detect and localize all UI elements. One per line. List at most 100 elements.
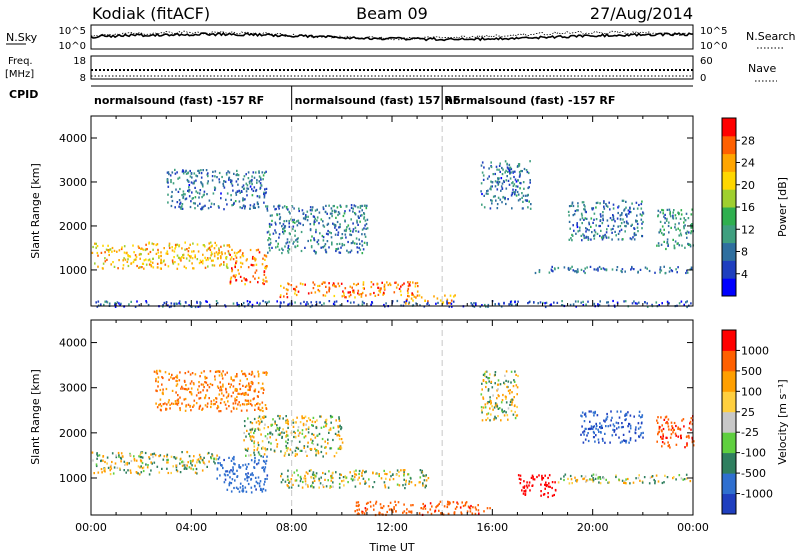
data-cell (296, 416, 298, 419)
data-cell (192, 405, 194, 408)
data-cell (167, 471, 170, 475)
data-cell (218, 247, 220, 250)
data-cell (396, 299, 399, 303)
data-cell (516, 405, 518, 409)
data-cell (222, 383, 224, 386)
data-cell (585, 236, 587, 239)
data-cell (595, 424, 598, 427)
data-cell (405, 480, 407, 484)
data-cell (305, 471, 308, 474)
data-cell (584, 412, 587, 415)
data-cell (126, 461, 129, 465)
data-cell (501, 166, 503, 170)
data-cell (609, 217, 612, 220)
data-cell (496, 405, 499, 408)
data-cell (176, 376, 179, 379)
data-cell (133, 459, 136, 462)
data-cell (634, 302, 637, 305)
data-cell (500, 419, 502, 422)
data-cell (258, 453, 261, 456)
data-cell (267, 230, 270, 233)
data-cell (225, 172, 228, 175)
data-cell (341, 236, 344, 239)
data-cell (670, 226, 672, 229)
data-cell (572, 303, 575, 306)
data-cell (630, 238, 633, 241)
data-cell (618, 416, 621, 419)
data-cell (269, 241, 272, 244)
data-cell (635, 220, 637, 223)
data-cell (359, 206, 362, 209)
data-cell (641, 235, 644, 238)
data-cell (198, 405, 201, 408)
data-cell (586, 266, 588, 269)
data-cell (403, 282, 405, 285)
data-cell (294, 479, 297, 482)
data-cell (294, 431, 296, 435)
data-cell (278, 207, 280, 210)
data-cell (624, 439, 626, 442)
data-cell (487, 388, 490, 391)
data-cell (200, 182, 203, 185)
data-cell (234, 264, 236, 267)
data-cell (598, 481, 600, 484)
data-cell (138, 455, 140, 458)
data-cell (590, 410, 592, 413)
data-cell (199, 303, 202, 306)
data-cell (196, 300, 198, 303)
data-cell (304, 246, 306, 249)
data-cell (322, 246, 324, 249)
data-cell (344, 210, 346, 213)
data-cell (613, 429, 616, 432)
data-cell (553, 301, 555, 304)
data-cell (345, 236, 347, 239)
data-cell (576, 224, 578, 227)
data-cell (217, 370, 220, 373)
cpid-label: CPID (9, 88, 38, 101)
data-cell (176, 380, 178, 383)
data-cell (314, 220, 316, 223)
data-cell (554, 488, 557, 492)
data-cell (662, 209, 665, 212)
data-cell (400, 469, 402, 472)
data-cell (209, 248, 212, 251)
data-cell (538, 270, 541, 274)
data-cell (585, 227, 587, 230)
data-cell (591, 207, 593, 210)
data-cell (662, 435, 664, 438)
data-cell (102, 267, 104, 270)
data-cell (227, 250, 230, 253)
data-cell (623, 208, 626, 211)
data-cell (214, 170, 217, 173)
data-cell (591, 427, 594, 430)
data-cell (608, 201, 610, 204)
data-cell (644, 301, 646, 304)
data-cell (675, 478, 677, 481)
data-cell (286, 433, 288, 436)
data-cell (330, 416, 332, 419)
data-cell (364, 482, 366, 485)
data-cell (108, 253, 110, 257)
data-cell (495, 165, 498, 168)
data-cell (95, 464, 98, 468)
data-cell (403, 503, 405, 506)
data-cell (677, 435, 679, 438)
x-tick-label: 04:00 (175, 521, 207, 534)
data-cell (511, 191, 514, 194)
data-cell (407, 281, 409, 284)
data-cell (276, 443, 279, 446)
data-cell (337, 247, 340, 250)
data-cell (528, 484, 530, 487)
data-cell (253, 203, 256, 206)
data-cell (256, 482, 259, 485)
data-cell (120, 457, 123, 460)
data-cell (221, 251, 223, 254)
data-cell (310, 301, 312, 304)
data-cell (278, 428, 280, 432)
data-cell (317, 239, 320, 242)
data-cell (688, 231, 690, 234)
data-cell (248, 180, 251, 183)
data-cell (607, 301, 609, 304)
data-cell (292, 225, 295, 228)
data-cell (598, 441, 600, 444)
